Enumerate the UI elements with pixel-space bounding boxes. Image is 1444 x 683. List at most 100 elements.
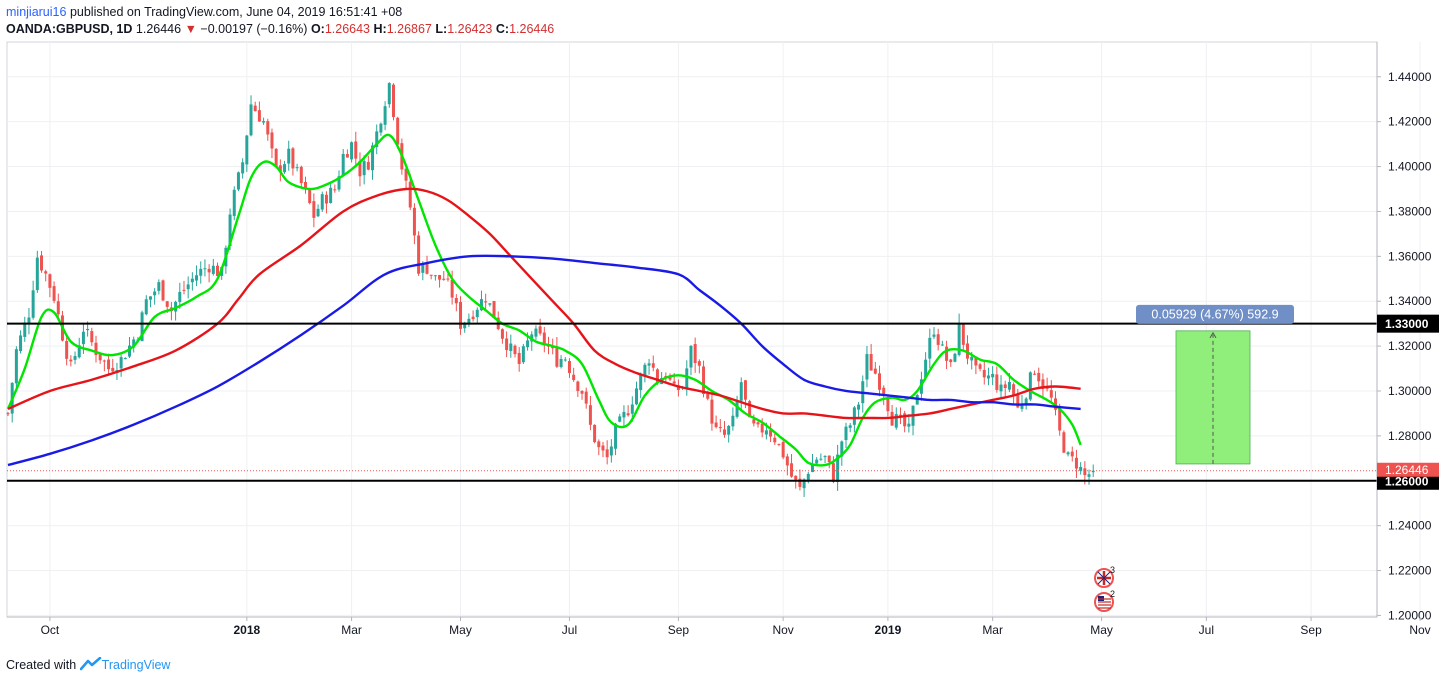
- candle-down: [995, 366, 999, 393]
- candle-up: [563, 357, 567, 362]
- candle-down: [718, 419, 722, 433]
- candle-body: [371, 145, 375, 171]
- candle-up: [907, 414, 911, 433]
- candle-up: [1087, 469, 1091, 485]
- candle-down: [873, 361, 877, 375]
- ohlc-legend: OANDA:GBPUSD, 1D 1.26446 ▼ −0.00197 (−0.…: [6, 22, 554, 36]
- moving-average-line-2: [7, 187, 1081, 420]
- candle-down: [391, 83, 395, 121]
- price-tick-label: 1.38000: [1388, 204, 1432, 218]
- time-tick-label: May: [449, 623, 472, 637]
- candle-down: [324, 191, 328, 214]
- candle-down: [505, 331, 509, 358]
- candle-body: [492, 301, 496, 318]
- candle-up: [329, 182, 333, 204]
- candle-body: [186, 284, 190, 290]
- candle-up: [433, 274, 437, 281]
- candle-body: [601, 445, 605, 451]
- candle-down: [974, 356, 978, 375]
- candle-body: [283, 164, 287, 173]
- candle-body: [417, 235, 421, 274]
- candle-down: [794, 475, 798, 489]
- candle-body: [1020, 403, 1024, 409]
- candle-up: [73, 351, 77, 365]
- candle-down: [722, 420, 726, 438]
- candle-body: [144, 299, 148, 315]
- candle-up: [727, 424, 731, 443]
- candle-body: [228, 214, 232, 247]
- candle-down: [756, 421, 760, 428]
- candle-down: [542, 326, 546, 353]
- symbol-label[interactable]: OANDA:GBPUSD, 1D: [6, 22, 133, 36]
- measure-arrow-head: [1209, 331, 1217, 339]
- price-tick-label: 1.32000: [1388, 339, 1432, 353]
- candle-body: [266, 121, 270, 135]
- candle-body: [760, 423, 764, 433]
- candle-body: [438, 275, 442, 280]
- candle-body: [584, 391, 588, 404]
- candle-body: [995, 374, 999, 390]
- candle-body: [827, 455, 831, 463]
- candle-down: [102, 359, 106, 372]
- candle-down: [572, 367, 576, 382]
- author-link[interactable]: minjiarui16: [6, 5, 67, 19]
- candle-up: [148, 296, 152, 308]
- price-tick-label: 1.44000: [1388, 70, 1432, 84]
- price-tick-label: 1.22000: [1388, 564, 1432, 578]
- candle-body: [722, 429, 726, 435]
- candle-body: [643, 364, 647, 377]
- candle-down: [878, 365, 882, 397]
- candle-body: [836, 454, 840, 483]
- price-tick-label: 1.24000: [1388, 519, 1432, 533]
- candle-body: [781, 442, 785, 458]
- candle-body: [978, 364, 982, 369]
- candle-body: [262, 121, 266, 123]
- candle-body: [207, 268, 211, 273]
- candle-up: [178, 282, 182, 309]
- candle-up: [739, 377, 743, 411]
- candle-body: [940, 344, 944, 346]
- candle-down: [454, 294, 458, 312]
- candle-body: [1012, 384, 1016, 396]
- candle-body: [488, 303, 492, 305]
- candle-body: [609, 446, 613, 456]
- candle-down: [291, 147, 295, 176]
- candle-body: [333, 189, 337, 191]
- candle-down: [308, 188, 312, 205]
- candle-body: [668, 375, 672, 380]
- low-label: L:: [435, 22, 448, 36]
- high-label: H:: [373, 22, 387, 36]
- candle-body: [957, 323, 961, 355]
- candle-body: [898, 414, 902, 416]
- tradingview-brand[interactable]: TradingView: [101, 658, 171, 672]
- candle-body: [35, 257, 39, 291]
- candle-up: [199, 261, 203, 284]
- candle-up: [387, 82, 391, 108]
- level-price-label: 1.26000: [1385, 474, 1429, 488]
- candle-body: [257, 110, 261, 122]
- candle-down: [1012, 382, 1016, 405]
- candle-down: [69, 355, 73, 367]
- candle-body: [635, 388, 638, 405]
- candle-down: [257, 101, 261, 122]
- candle-up: [622, 405, 626, 427]
- candle-down: [1070, 446, 1074, 462]
- candle-body: [840, 441, 844, 457]
- candle-up: [940, 340, 944, 346]
- candle-up: [685, 360, 689, 396]
- candle-body: [161, 280, 165, 301]
- candle-body: [148, 296, 152, 300]
- candle-body: [831, 463, 835, 482]
- candle-body: [505, 338, 509, 351]
- candle-up: [521, 343, 525, 364]
- candle-up: [810, 453, 814, 473]
- candle-down: [425, 255, 429, 275]
- candle-body: [878, 373, 882, 390]
- candle-down: [580, 390, 584, 400]
- time-tick-label: Jul: [1199, 623, 1214, 637]
- time-tick-label: 2019: [875, 623, 902, 637]
- candle-up: [857, 401, 861, 419]
- candle-down: [429, 274, 433, 280]
- candle-down: [769, 423, 773, 443]
